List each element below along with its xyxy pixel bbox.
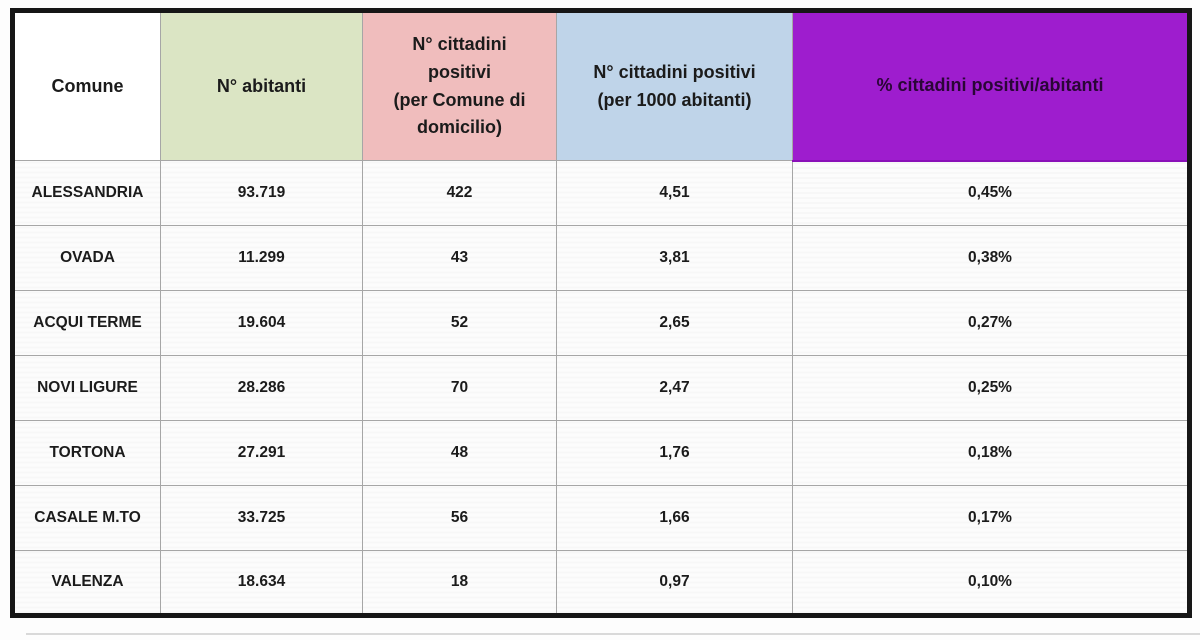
cell-value: 18: [362, 550, 557, 616]
cell-value: 52: [362, 290, 557, 356]
header-row: Comune N° abitanti N° cittadini positivi…: [12, 10, 1190, 162]
cell-value: 19.604: [160, 290, 363, 356]
header-percentuale: % cittadini positivi/abitanti: [792, 10, 1190, 162]
cell-value: 3,81: [556, 225, 793, 291]
cell-comune: NOVI LIGURE: [12, 355, 161, 421]
cell-comune: ALESSANDRIA: [12, 160, 161, 226]
cell-value: 0,18%: [792, 420, 1190, 486]
cell-value: 43: [362, 225, 557, 291]
table-body: ALESSANDRIA 93.719 422 4,51 0,45% OVADA 11.299…: [12, 160, 1190, 616]
cell-value: 2,65: [556, 290, 793, 356]
cell-value: 422: [362, 160, 557, 226]
cell-value: 1,76: [556, 420, 793, 486]
cell-comune: CASALE M.TO: [12, 485, 161, 551]
positivity-table: Comune N° abitanti N° cittadini positivi…: [10, 8, 1192, 618]
cell-value: 0,10%: [792, 550, 1190, 616]
cell-value: 0,17%: [792, 485, 1190, 551]
cell-value: 33.725: [160, 485, 363, 551]
cell-value: 0,45%: [792, 160, 1190, 226]
cell-value: 56: [362, 485, 557, 551]
table-row: CASALE M.TO 33.725 56 1,66 0,17%: [12, 485, 1190, 551]
table-row: ALESSANDRIA 93.719 422 4,51 0,45%: [12, 160, 1190, 226]
cell-value: 0,27%: [792, 290, 1190, 356]
cell-comune: TORTONA: [12, 420, 161, 486]
cell-value: 70: [362, 355, 557, 421]
cell-value: 93.719: [160, 160, 363, 226]
cell-comune: OVADA: [12, 225, 161, 291]
cell-value: 27.291: [160, 420, 363, 486]
table-row: ACQUI TERME 19.604 52 2,65 0,27%: [12, 290, 1190, 356]
cell-value: 28.286: [160, 355, 363, 421]
table-row: OVADA 11.299 43 3,81 0,38%: [12, 225, 1190, 291]
header-positivi-domicilio: N° cittadini positivi (per Comune di dom…: [362, 10, 557, 161]
table-row: VALENZA 18.634 18 0,97 0,10%: [12, 550, 1190, 616]
table-shadow: [26, 633, 1200, 635]
cell-value: 0,38%: [792, 225, 1190, 291]
header-comune: Comune: [12, 10, 161, 161]
cell-value: 48: [362, 420, 557, 486]
cell-value: 4,51: [556, 160, 793, 226]
header-positivi-per-1000: N° cittadini positivi (per 1000 abitanti…: [556, 10, 793, 161]
cell-value: 2,47: [556, 355, 793, 421]
cell-comune: ACQUI TERME: [12, 290, 161, 356]
cell-value: 0,97: [556, 550, 793, 616]
cell-comune: VALENZA: [12, 550, 161, 616]
header-abitanti: N° abitanti: [160, 10, 363, 161]
table-row: NOVI LIGURE 28.286 70 2,47 0,25%: [12, 355, 1190, 421]
table-row: TORTONA 27.291 48 1,76 0,18%: [12, 420, 1190, 486]
cell-value: 18.634: [160, 550, 363, 616]
cell-value: 0,25%: [792, 355, 1190, 421]
cell-value: 1,66: [556, 485, 793, 551]
cell-value: 11.299: [160, 225, 363, 291]
table-header: Comune N° abitanti N° cittadini positivi…: [12, 10, 1190, 162]
